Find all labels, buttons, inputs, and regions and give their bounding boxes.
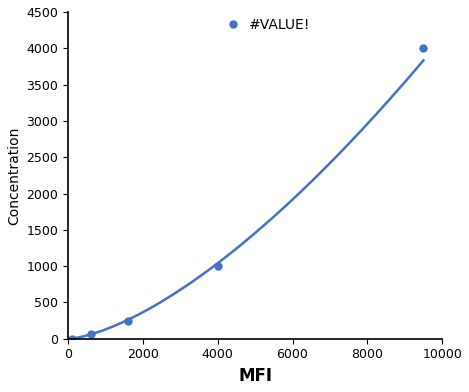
#VALUE! — [88, 332, 93, 337]
#VALUE! — [69, 336, 75, 341]
#VALUE! — [421, 46, 426, 51]
Y-axis label: Concentration: Concentration — [7, 126, 21, 225]
X-axis label: MFI: MFI — [238, 367, 272, 385]
Legend: #VALUE!: #VALUE! — [217, 13, 316, 38]
Line: #VALUE!: #VALUE! — [68, 45, 427, 342]
#VALUE! — [125, 318, 131, 323]
#VALUE! — [215, 264, 220, 269]
